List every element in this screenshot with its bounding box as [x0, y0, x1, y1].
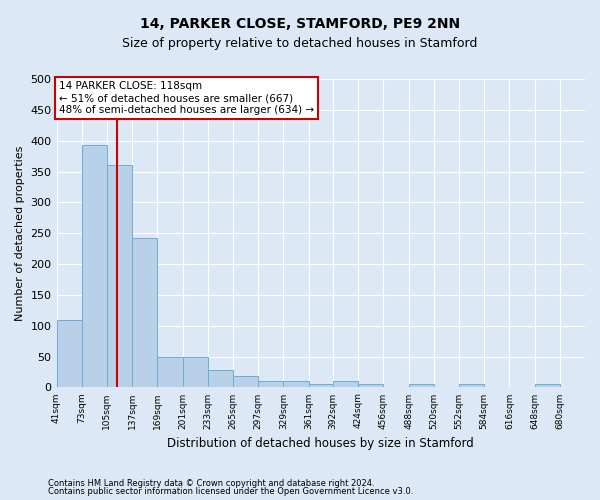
Bar — [182, 356, 208, 388]
Bar — [459, 384, 484, 388]
Text: 14, PARKER CLOSE, STAMFORD, PE9 2NN: 14, PARKER CLOSE, STAMFORD, PE9 2NN — [140, 18, 460, 32]
Bar — [535, 384, 560, 388]
Bar — [208, 370, 233, 388]
Bar — [358, 384, 383, 388]
Bar — [82, 145, 107, 388]
Bar — [283, 382, 308, 388]
Bar — [233, 376, 258, 388]
Bar — [333, 382, 358, 388]
Bar — [132, 238, 157, 388]
Bar — [258, 382, 283, 388]
X-axis label: Distribution of detached houses by size in Stamford: Distribution of detached houses by size … — [167, 437, 474, 450]
Bar — [157, 356, 182, 388]
Text: Contains public sector information licensed under the Open Government Licence v3: Contains public sector information licen… — [48, 487, 413, 496]
Text: Size of property relative to detached houses in Stamford: Size of property relative to detached ho… — [122, 38, 478, 51]
Bar — [308, 384, 334, 388]
Bar — [409, 384, 434, 388]
Bar — [107, 166, 132, 388]
Text: 14 PARKER CLOSE: 118sqm
← 51% of detached houses are smaller (667)
48% of semi-d: 14 PARKER CLOSE: 118sqm ← 51% of detache… — [59, 82, 314, 114]
Y-axis label: Number of detached properties: Number of detached properties — [15, 146, 25, 321]
Text: Contains HM Land Registry data © Crown copyright and database right 2024.: Contains HM Land Registry data © Crown c… — [48, 478, 374, 488]
Bar — [56, 320, 82, 388]
